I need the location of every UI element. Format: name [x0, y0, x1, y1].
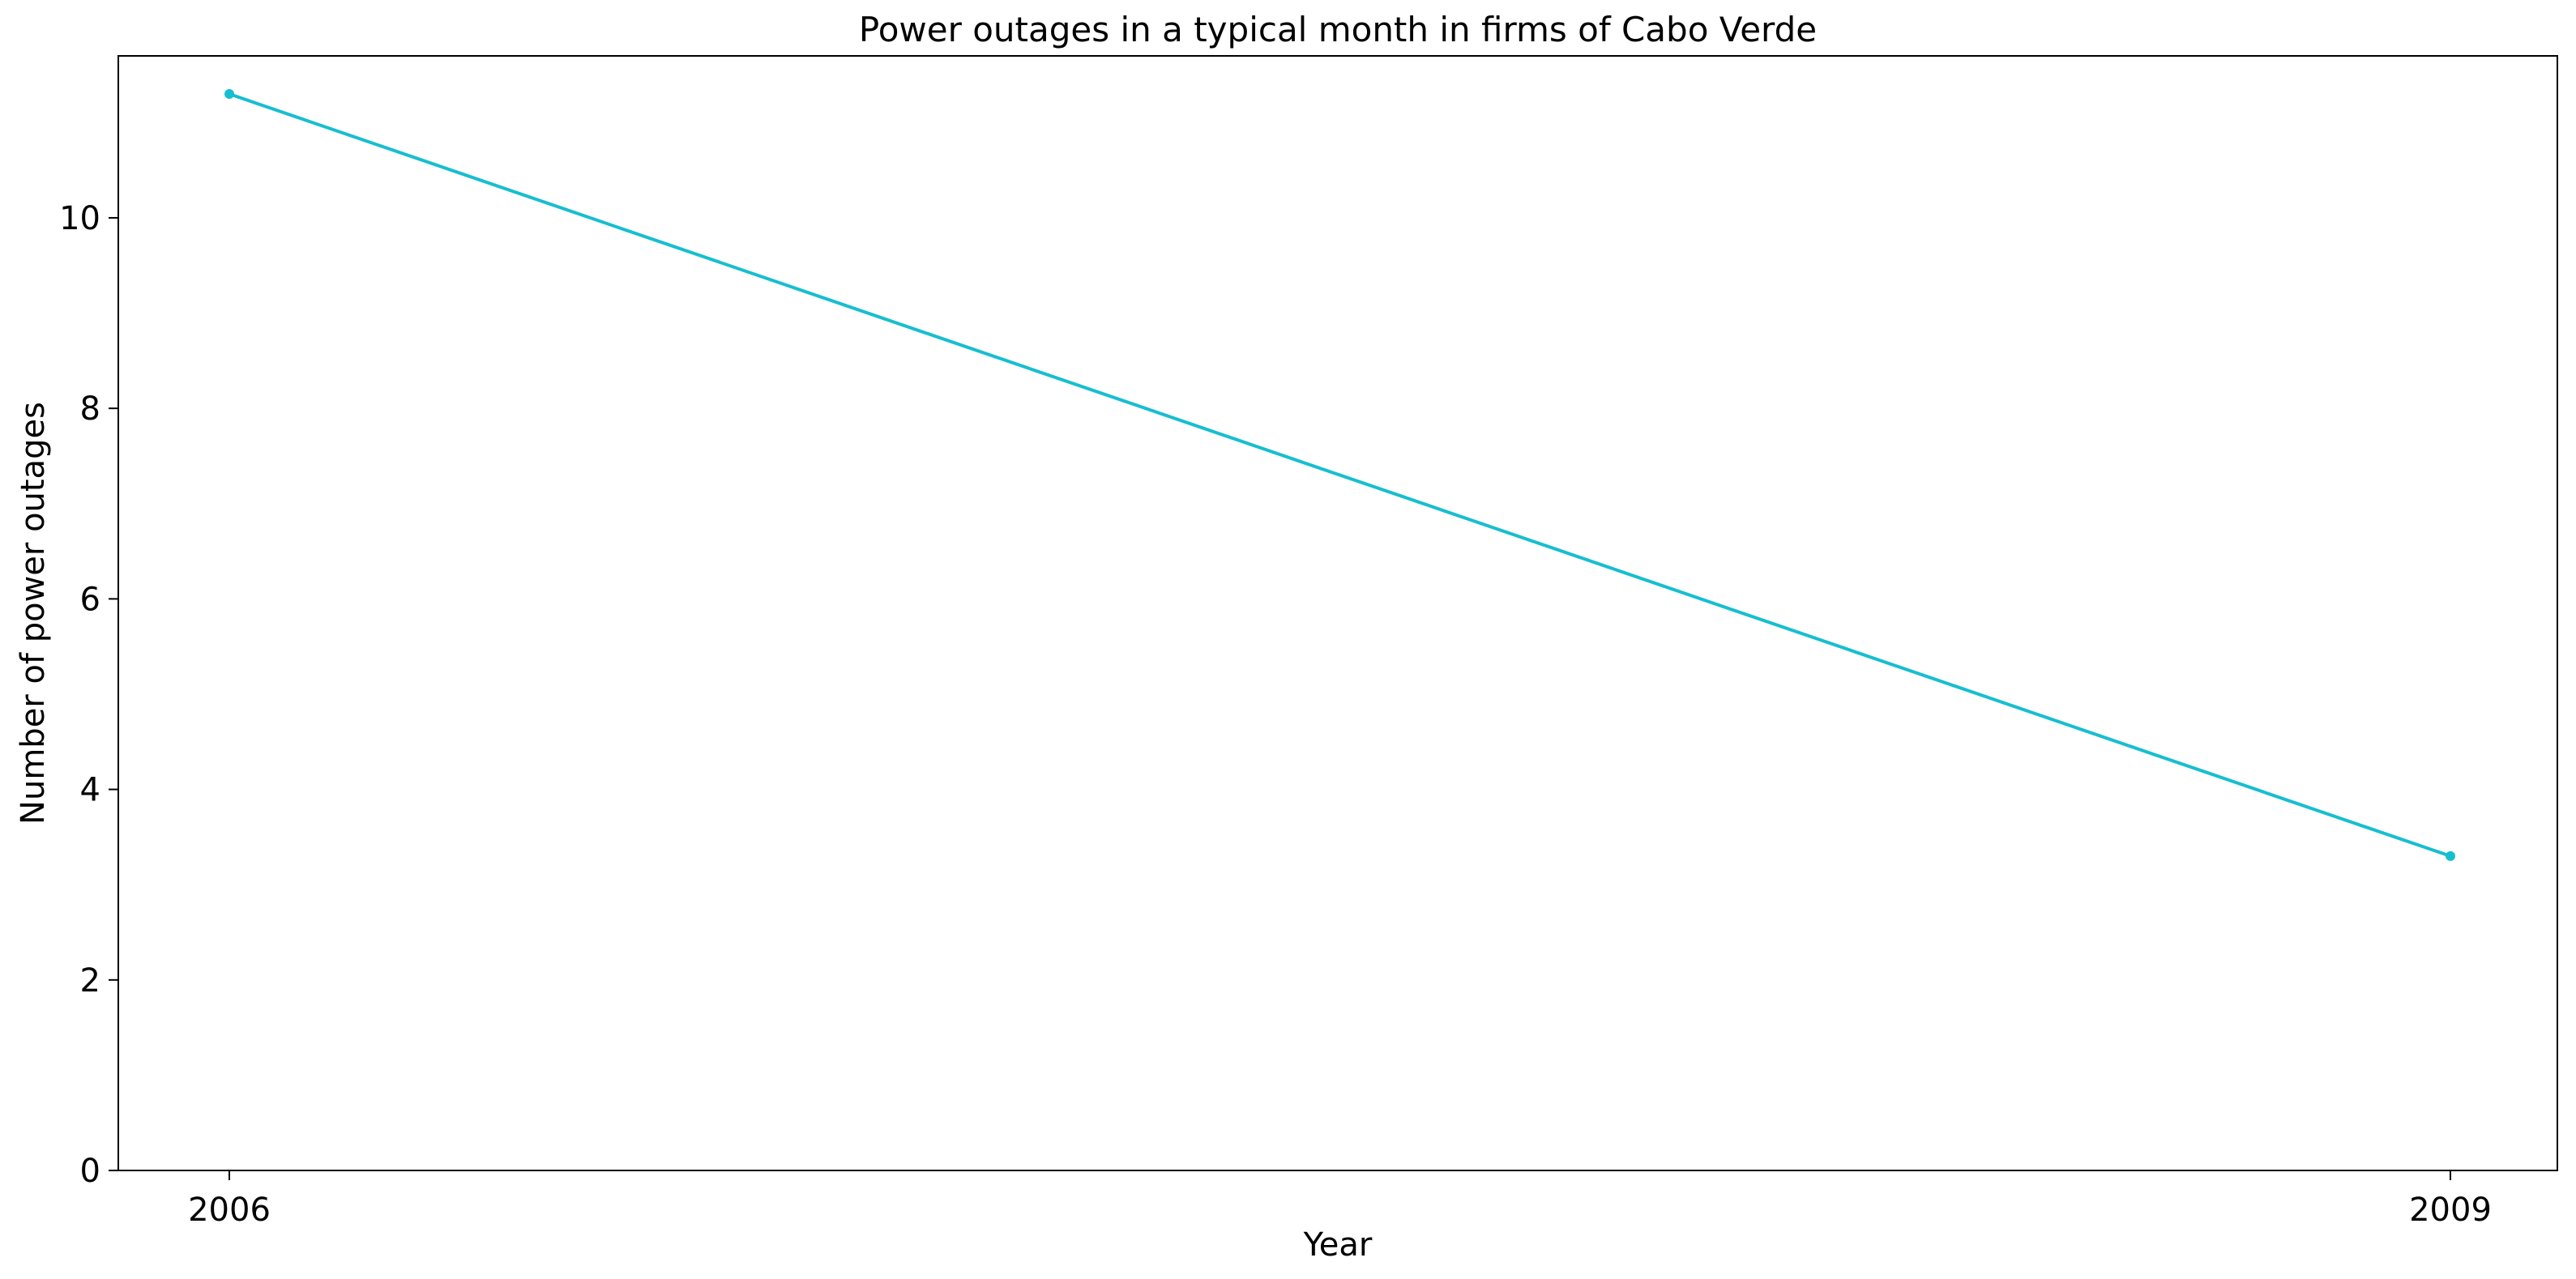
y-tick-label: 8 [80, 390, 100, 428]
data-point [224, 89, 234, 100]
y-tick-label: 0 [80, 1153, 100, 1190]
x-axis: 2006 2009 [188, 1170, 2492, 1229]
y-tick-label: 10 [59, 200, 100, 237]
y-tick-label: 4 [80, 772, 100, 809]
data-point [2446, 851, 2455, 861]
series-line [229, 92, 2451, 858]
y-axis-label: Number of power outages [15, 402, 52, 825]
x-axis-label: Year [1303, 1226, 1373, 1264]
plot-area [117, 55, 2558, 1171]
y-tick-label: 2 [80, 962, 100, 1000]
y-axis: 0 2 4 6 8 10 [59, 200, 118, 1190]
chart-title: Power outages in a typical month in firm… [859, 10, 1817, 49]
x-tick-label: 2009 [2409, 1192, 2492, 1229]
y-tick-label: 6 [80, 581, 100, 618]
series-layer [224, 89, 2455, 861]
x-tick-label: 2006 [188, 1192, 271, 1229]
